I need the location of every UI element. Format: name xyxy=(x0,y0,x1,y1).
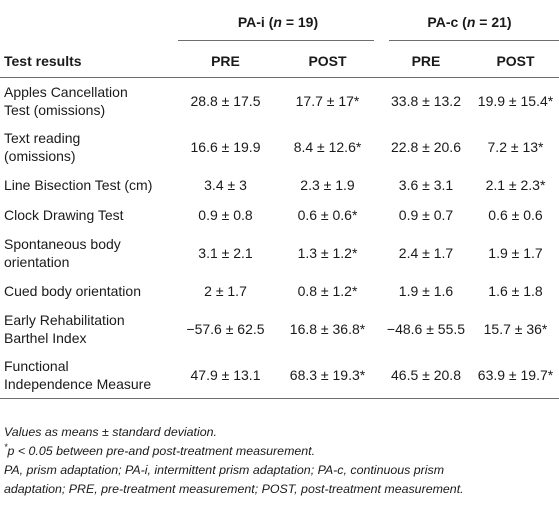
row-label: Spontaneous body orientation xyxy=(4,236,121,270)
header-test-results: Test results xyxy=(4,52,82,69)
cell-pa-i-post: 16.8 ± 36.8* xyxy=(289,321,366,337)
group-underline-pa-c xyxy=(389,40,559,41)
cell-pa-c-post: 7.2 ± 13* xyxy=(487,139,544,155)
row-label: Functional Independence Measure xyxy=(4,358,152,392)
row-label: Line Bisection Test (cm) xyxy=(4,177,153,193)
cell-pa-c-pre: 33.8 ± 13.2 xyxy=(391,93,461,109)
cell-pa-i-pre: 2 ± 1.7 xyxy=(204,283,247,299)
table-row: Clock Drawing Test 0.9 ± 0.8 0.6 ± 0.6* … xyxy=(0,200,559,230)
row-label: Clock Drawing Test xyxy=(4,207,124,223)
cell-pa-c-post: 2.1 ± 2.3* xyxy=(485,177,546,193)
header-pa-i-post: POST xyxy=(308,52,347,69)
cell-pa-i-post: 0.6 ± 0.6* xyxy=(297,207,358,223)
cell-pa-c-pre: 0.9 ± 0.7 xyxy=(398,207,454,223)
footnote-values: Values as means ± standard deviation. xyxy=(4,425,217,439)
cell-pa-c-post: 1.6 ± 1.8 xyxy=(488,283,543,299)
cell-pa-i-post: 0.8 ± 1.2* xyxy=(297,283,358,299)
cell-pa-c-post: 63.9 ± 19.7* xyxy=(477,367,554,383)
cell-pa-c-post: 0.6 ± 0.6 xyxy=(488,207,543,223)
group-underline-pa-i xyxy=(178,40,374,41)
cell-pa-i-pre: 16.6 ± 19.9 xyxy=(190,139,261,155)
cell-pa-c-post: 1.9 ± 1.7 xyxy=(488,245,543,261)
table-row: Line Bisection Test (cm) 3.4 ± 3 2.3 ± 1… xyxy=(0,170,559,200)
table-row: Spontaneous body orientation 3.1 ± 2.1 1.… xyxy=(0,230,559,276)
cell-pa-c-pre: 22.8 ± 20.6 xyxy=(391,139,461,155)
cell-pa-c-post: 19.9 ± 15.4* xyxy=(477,93,554,109)
cell-pa-i-post: 8.4 ± 12.6* xyxy=(293,139,362,155)
group-header-row: PA-i (n = 19) PA-c (n = 21) xyxy=(0,0,559,44)
cell-pa-c-pre: 3.6 ± 3.1 xyxy=(398,177,454,193)
table-row: Functional Independence Measure 47.9 ± 13… xyxy=(0,352,559,399)
footnote-abbreviations-2: adaptation; PRE, pre-treatment measureme… xyxy=(4,482,464,496)
cell-pa-i-post: 1.3 ± 1.2* xyxy=(297,245,358,261)
group-header-pa-i: PA-i (n = 19) xyxy=(176,0,380,44)
table-footnotes: Values as means ± standard deviation. *p… xyxy=(4,423,556,499)
table-row: Cued body orientation 2 ± 1.7 0.8 ± 1.2*… xyxy=(0,276,559,306)
cell-pa-i-pre: −57.6 ± 62.5 xyxy=(186,321,265,337)
header-pa-c-post: POST xyxy=(496,52,535,69)
cell-pa-c-pre: −48.6 ± 55.5 xyxy=(386,321,466,337)
cell-pa-i-pre: 3.4 ± 3 xyxy=(204,177,247,193)
cell-pa-i-post: 17.7 ± 17* xyxy=(295,93,360,109)
cell-pa-c-pre: 1.9 ± 1.6 xyxy=(398,283,454,299)
header-pa-i-pre: PRE xyxy=(211,52,240,69)
cell-pa-i-pre: 3.1 ± 2.1 xyxy=(198,245,253,261)
cell-pa-i-pre: 47.9 ± 13.1 xyxy=(190,367,261,383)
row-label: Text reading (omissions) xyxy=(4,130,81,164)
column-header-row: Test results PRE POST PRE POST xyxy=(0,44,559,78)
table-row: Apples Cancellation Test (omissions) 28.8… xyxy=(0,78,559,125)
group-header-empty xyxy=(0,0,176,44)
group-header-pa-c: PA-c (n = 21) xyxy=(380,0,559,44)
footnote-abbreviations-1: PA, prism adaptation; PA-i, intermittent… xyxy=(4,463,445,477)
header-pa-c-pre: PRE xyxy=(411,52,441,69)
cell-pa-i-pre: 0.9 ± 0.8 xyxy=(198,207,253,223)
footnote-significance: *p < 0.05 between pre-and post-treatment… xyxy=(4,441,316,458)
cell-pa-c-post: 15.7 ± 36* xyxy=(483,321,548,337)
cell-pa-i-post: 2.3 ± 1.9 xyxy=(300,177,355,193)
table-row: Early Rehabilitation Barthel Index −57.6 … xyxy=(0,306,559,352)
cell-pa-c-pre: 46.5 ± 20.8 xyxy=(391,367,461,383)
cell-pa-i-post: 68.3 ± 19.3* xyxy=(289,367,366,383)
row-label: Early Rehabilitation Barthel Index xyxy=(4,312,125,346)
row-label: Apples Cancellation Test (omissions) xyxy=(4,84,128,118)
cell-pa-c-pre: 2.4 ± 1.7 xyxy=(398,245,454,261)
table-row: Text reading (omissions) 16.6 ± 19.9 8.4 … xyxy=(0,124,559,170)
row-label: Cued body orientation xyxy=(4,283,141,299)
cell-pa-i-pre: 28.8 ± 17.5 xyxy=(190,93,261,109)
results-table: PA-i (n = 19) PA-c (n = 21) Test results… xyxy=(0,0,559,399)
